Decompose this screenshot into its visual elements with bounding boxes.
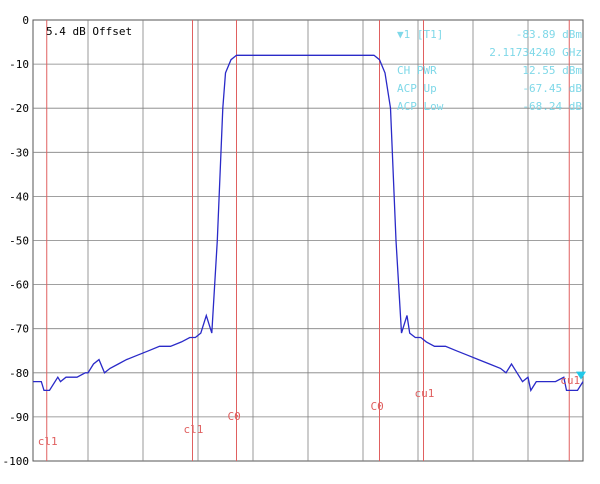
y-tick-label: -50 [9, 235, 29, 248]
readout-value: 12.55 dBm [522, 64, 582, 77]
y-tick-label: -60 [9, 279, 29, 292]
marker-1-icon [576, 371, 586, 380]
channel-label: cu1 [415, 387, 435, 400]
y-tick-label: -80 [9, 367, 29, 380]
channel-label: cl1 [38, 435, 58, 448]
readout-label: ACP Up [397, 82, 437, 95]
channel-label: cl1 [184, 423, 204, 436]
y-tick-label: -100 [3, 455, 30, 468]
readout-label: ACP Low [397, 100, 444, 113]
offset-annotation: 5.4 dB Offset [46, 25, 132, 38]
spectrum-trace [33, 54, 584, 393]
channel-label: C0 [228, 410, 241, 423]
y-tick-label: -70 [9, 323, 29, 336]
y-tick-label: -30 [9, 146, 29, 159]
y-tick-label: -90 [9, 411, 29, 424]
y-tick-label: -10 [9, 58, 29, 71]
channel-label: cu1 [560, 374, 580, 387]
readout-label: ▼1 [T1] [397, 28, 443, 41]
readout-value: 2.11734240 GHz [489, 46, 582, 59]
y-tick-labels: 0 -10 -20 -30 -40 -50 -60 -70 -80 -90 -100 [3, 14, 30, 468]
channel-lines [46, 20, 570, 461]
y-tick-label: -20 [9, 102, 29, 115]
y-tick-label: 0 [22, 14, 29, 27]
readout-value: -67.45 dB [522, 82, 582, 95]
grid-lines [33, 20, 583, 461]
readout-value: -83.89 dBm [516, 28, 583, 41]
y-tick-label: -40 [9, 190, 29, 203]
channel-labels: cl1 cl1 C0 C0 cu1 cu1 [38, 374, 580, 448]
readout-value: -68.24 dB [522, 100, 582, 113]
channel-label: C0 [371, 400, 384, 413]
marker-readout: ▼1 [T1] -83.89 dBm 2.11734240 GHz CH PWR 12.… [397, 28, 582, 113]
readout-label: CH PWR [397, 64, 437, 77]
